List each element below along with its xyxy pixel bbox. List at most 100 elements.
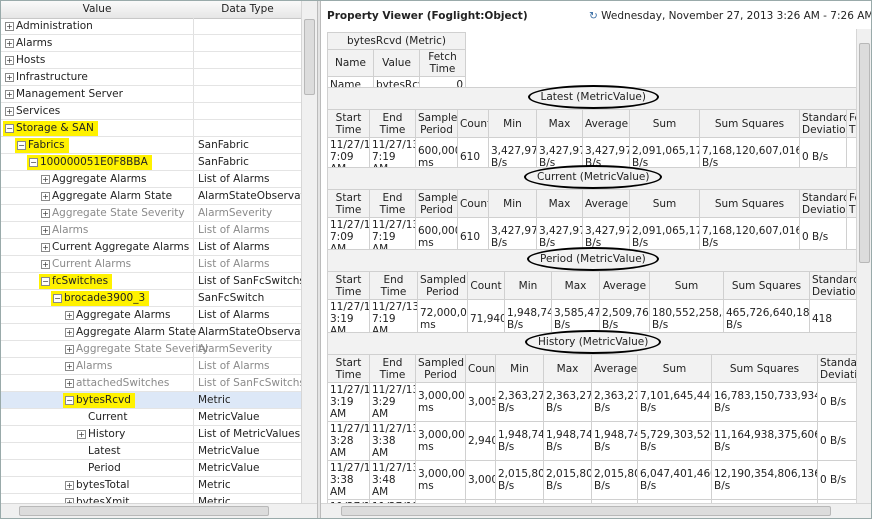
tree-row[interactable]: Aggregate State Severity + AlarmSeverity bbox=[1, 205, 301, 222]
tree-row[interactable]: Period MetricValue bbox=[1, 460, 301, 477]
column-header[interactable]: Start Time bbox=[327, 271, 370, 300]
expander[interactable]: − bbox=[41, 277, 50, 286]
tree-row[interactable]: bytesTotal + Metric bbox=[1, 477, 301, 494]
node-label[interactable]: Aggregate Alarm State bbox=[76, 326, 197, 338]
node-label[interactable]: Storage & SAN bbox=[16, 122, 94, 134]
column-header[interactable]: Value bbox=[82, 3, 112, 15]
scroll-thumb[interactable] bbox=[859, 43, 870, 263]
column-header[interactable]: Sum bbox=[629, 109, 700, 138]
column-header[interactable]: Sampled Period bbox=[417, 271, 468, 300]
tree-row[interactable]: bytesXmit + Metric bbox=[1, 494, 301, 503]
tree-row[interactable]: Administration + bbox=[1, 18, 301, 35]
tree-row[interactable]: brocade3900_3− SanFcSwitch bbox=[1, 290, 301, 307]
time-range[interactable]: ↻ Wednesday, November 27, 2013 3:26 AM -… bbox=[589, 10, 872, 22]
tree-row[interactable]: Aggregate Alarm State+ AlarmStateObservat… bbox=[1, 324, 301, 341]
splitter[interactable] bbox=[317, 1, 321, 518]
column-header[interactable]: Sum bbox=[629, 189, 700, 218]
column-header[interactable]: Min bbox=[504, 271, 552, 300]
tree-row[interactable]: 100000051E0F8BBA − SanFabric bbox=[1, 154, 301, 171]
column-header[interactable]: Sampled Period bbox=[415, 354, 466, 383]
vertical-scrollbar[interactable] bbox=[856, 29, 871, 503]
column-header[interactable]: Sum Squares bbox=[699, 189, 800, 218]
expander[interactable]: + bbox=[5, 107, 14, 116]
column-header[interactable]: Min bbox=[495, 354, 544, 383]
tree-row[interactable]: Aggregate Alarm State+ AlarmStateObservat… bbox=[1, 188, 301, 205]
tree-row[interactable]: Hosts + bbox=[1, 52, 301, 69]
column-header[interactable]: Count bbox=[467, 271, 505, 300]
column-header[interactable]: Start Time bbox=[327, 189, 370, 218]
node-label[interactable]: Management Server bbox=[16, 88, 123, 100]
tree-row[interactable]: Alarms + List of Alarms bbox=[1, 222, 301, 239]
expander[interactable]: − bbox=[17, 141, 26, 150]
column-header[interactable]: Fetch Time bbox=[846, 189, 856, 218]
tree-row[interactable]: Current MetricValue bbox=[1, 409, 301, 426]
node-label[interactable]: attachedSwitches bbox=[76, 377, 170, 389]
expander[interactable]: + bbox=[77, 430, 86, 439]
node-label[interactable]: brocade3900_3 bbox=[64, 292, 146, 304]
column-header[interactable]: Start Time bbox=[327, 354, 370, 383]
column-header[interactable]: Average bbox=[591, 354, 638, 383]
column-header[interactable]: Start Time bbox=[327, 109, 370, 138]
tree-row[interactable]: bytesRcvd − Metric bbox=[1, 392, 301, 409]
expander[interactable]: + bbox=[5, 22, 14, 31]
node-label[interactable]: Latest bbox=[88, 445, 121, 457]
expander[interactable]: + bbox=[41, 209, 50, 218]
node-label[interactable]: Aggregate Alarms bbox=[76, 309, 171, 321]
column-header[interactable]: Sum Squares bbox=[699, 109, 800, 138]
tree-row[interactable]: Infrastructure + bbox=[1, 69, 301, 86]
column-header[interactable]: End Time bbox=[369, 354, 416, 383]
node-label[interactable]: Aggregate Alarms bbox=[52, 173, 147, 185]
expander[interactable]: − bbox=[53, 294, 62, 303]
column-header[interactable]: Count bbox=[457, 109, 489, 138]
expander[interactable]: + bbox=[65, 328, 74, 337]
column-header[interactable]: Sampled Period bbox=[415, 109, 458, 138]
vertical-scrollbar[interactable] bbox=[301, 1, 317, 503]
horizontal-scrollbar[interactable] bbox=[321, 503, 871, 518]
column-header[interactable]: Max bbox=[536, 189, 583, 218]
node-label[interactable]: Alarms bbox=[16, 37, 53, 49]
scroll-thumb[interactable] bbox=[341, 506, 831, 516]
column-header[interactable]: Min bbox=[488, 109, 537, 138]
expander[interactable]: − bbox=[5, 124, 14, 133]
node-label[interactable]: fcSwitches bbox=[52, 275, 109, 287]
expander[interactable]: + bbox=[5, 39, 14, 48]
expander[interactable]: + bbox=[65, 362, 74, 371]
column-header[interactable]: Standard Deviation bbox=[809, 271, 856, 300]
node-label[interactable]: Services bbox=[16, 105, 61, 117]
tree-row[interactable]: Alarms + List of Alarms bbox=[1, 358, 301, 375]
node-label[interactable]: Aggregate State Severity bbox=[52, 207, 185, 219]
expander[interactable]: − bbox=[29, 158, 38, 167]
time-range-text[interactable]: Wednesday, November 27, 2013 3:26 AM - 7… bbox=[601, 10, 872, 22]
column-header[interactable]: Average bbox=[599, 271, 650, 300]
expander[interactable]: − bbox=[65, 396, 74, 405]
column-header[interactable]: Max bbox=[543, 354, 592, 383]
expander[interactable]: + bbox=[41, 260, 50, 269]
node-label[interactable]: History bbox=[88, 428, 126, 440]
column-header[interactable]: Count bbox=[465, 354, 496, 383]
tree-row[interactable]: Services + bbox=[1, 103, 301, 120]
column-header[interactable]: Average bbox=[582, 189, 630, 218]
expander[interactable]: + bbox=[41, 243, 50, 252]
expander[interactable]: + bbox=[5, 56, 14, 65]
expander[interactable]: + bbox=[41, 175, 50, 184]
column-header[interactable]: Average bbox=[582, 109, 630, 138]
node-label[interactable]: bytesTotal bbox=[76, 479, 130, 491]
column-header[interactable]: Data Type bbox=[221, 3, 274, 15]
node-label[interactable]: Aggregate Alarm State bbox=[52, 190, 173, 202]
tree-row[interactable]: History + List of MetricValues bbox=[1, 426, 301, 443]
expander[interactable]: + bbox=[5, 73, 14, 82]
tree-row[interactable]: Storage & SAN − bbox=[1, 120, 301, 137]
node-label[interactable]: Period bbox=[88, 462, 121, 474]
node-label[interactable]: Alarms bbox=[52, 224, 89, 236]
column-header[interactable]: Min bbox=[488, 189, 537, 218]
column-header[interactable]: End Time bbox=[369, 271, 418, 300]
column-header[interactable]: End Time bbox=[369, 109, 416, 138]
column-header[interactable]: Standard Deviation bbox=[799, 189, 847, 218]
tree-row[interactable]: Current Aggregate Alarms + List of Alarms bbox=[1, 239, 301, 256]
node-label[interactable]: Infrastructure bbox=[16, 71, 88, 83]
node-label[interactable]: bytesXmit bbox=[76, 496, 130, 503]
expander[interactable]: + bbox=[65, 345, 74, 354]
tree-row[interactable]: Fabrics − SanFabric bbox=[1, 137, 301, 154]
expander[interactable]: + bbox=[65, 311, 74, 320]
node-label[interactable]: Aggregate State Severity bbox=[76, 343, 209, 355]
